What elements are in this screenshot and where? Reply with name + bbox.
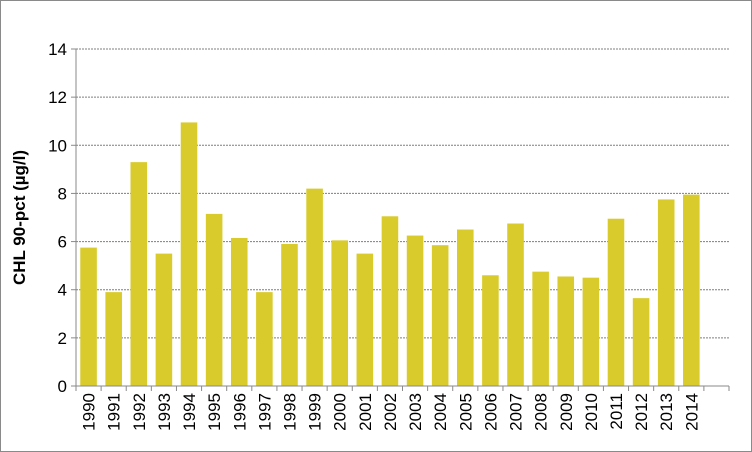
x-tick-label: 2001	[356, 393, 375, 431]
bar-1992	[130, 162, 148, 386]
x-tick-label: 1992	[130, 393, 149, 431]
x-tick-label: 1991	[105, 393, 124, 431]
y-tick-label: 10	[48, 136, 67, 155]
x-tick-label: 2013	[657, 393, 676, 431]
x-tick-label: 2004	[431, 393, 450, 431]
y-tick-labels: 0 2 4 6 8 10 12 14	[48, 40, 67, 396]
bar-1990	[80, 247, 97, 386]
x-tick-labels: 1990 1991 1992 1993 1994 1995 1996 1997 1998 1999…	[80, 393, 702, 431]
bar-1998	[281, 243, 298, 386]
bar-1996	[230, 237, 248, 386]
bar-2010	[582, 277, 600, 386]
bar-2008	[532, 271, 549, 386]
y-tick-label: 4	[58, 281, 67, 300]
bar-2005	[457, 229, 474, 386]
y-tick-label: 0	[58, 377, 67, 396]
bar-2006	[482, 275, 499, 386]
x-tick-label: 2010	[582, 393, 601, 431]
bar-1995	[205, 213, 223, 386]
bar-2011	[607, 218, 625, 386]
gridlines	[76, 48, 729, 339]
x-tick-label: 2002	[381, 393, 400, 431]
y-tick-label: 2	[58, 329, 67, 348]
bar-2002	[381, 216, 399, 386]
bar-2000	[331, 240, 348, 386]
x-tick-label: 1993	[155, 393, 174, 431]
x-tick-label: 2003	[406, 393, 425, 431]
y-tick-label: 6	[58, 233, 67, 252]
x-tick-label: 2009	[557, 393, 576, 431]
x-tick-label: 2012	[632, 393, 651, 431]
x-tick-label: 2011	[607, 393, 626, 430]
x-tick-label: 1995	[205, 393, 224, 431]
x-tick-label: 1994	[180, 393, 199, 431]
x-tick-label: 2005	[456, 393, 475, 431]
x-tick-label: 2014	[682, 393, 701, 431]
bar-2009	[557, 276, 575, 386]
bar-1999	[306, 188, 323, 386]
x-tick-label: 2008	[532, 393, 551, 431]
x-tick-label: 1998	[280, 393, 299, 431]
x-tick-label: 1999	[306, 393, 325, 431]
x-tick-label: 2000	[331, 393, 350, 431]
bars	[80, 122, 700, 387]
x-tick-label: 1990	[80, 393, 99, 431]
y-axis-title: CHL 90-pct (µg/l)	[10, 150, 29, 285]
bar-1991	[105, 292, 122, 386]
bar-1993	[155, 253, 173, 386]
bar-1997	[256, 292, 273, 386]
bar-2001	[356, 253, 374, 386]
y-tick-label: 8	[58, 184, 67, 203]
bar-1994	[180, 122, 198, 387]
bar-2003	[406, 235, 424, 386]
bar-2013	[657, 199, 675, 386]
bar-2014	[683, 194, 700, 386]
x-tick-label: 1997	[255, 393, 274, 431]
y-tick-label: 12	[48, 88, 67, 107]
axes	[71, 48, 730, 391]
x-tick-label: 2006	[481, 393, 500, 431]
y-tick-label: 14	[48, 40, 67, 59]
bar-2004	[431, 245, 449, 386]
bar-2007	[507, 223, 524, 386]
x-tick-label: 2007	[507, 393, 526, 431]
x-tick-label: 1996	[230, 393, 249, 431]
bar-2012	[632, 298, 650, 386]
